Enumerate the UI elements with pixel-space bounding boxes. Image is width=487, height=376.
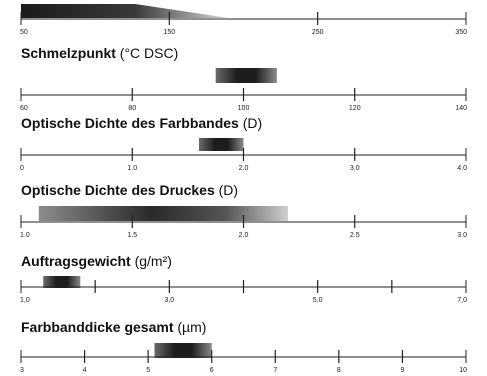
- tick-label: 3: [20, 367, 24, 374]
- range-bar: [215, 68, 277, 83]
- tick-label: 50: [20, 29, 28, 36]
- tick-label: 5,0: [313, 297, 323, 304]
- chart-title-unit: (D): [239, 115, 262, 131]
- tick-label: 7,0: [457, 297, 467, 304]
- chart-panel-3: Optische Dichte des Druckes (D) 1.0 1.5 2.0…: [20, 182, 467, 239]
- chart-title: Optische Dichte des Farbbandes (D): [21, 115, 262, 131]
- chart-panel-2: Optische Dichte des Farbbandes (D) 0 1.0 2.…: [20, 115, 467, 172]
- tick-label: 250: [312, 29, 324, 36]
- chart-panel-1: Schmelzpunkt (°C DSC) 60 80 100 120 140: [20, 45, 467, 112]
- tick-label: 4.0: [457, 165, 467, 172]
- chart-title-unit: (°C DSC): [116, 45, 178, 61]
- tick-label: 7: [273, 367, 277, 374]
- tick-label: 6: [210, 367, 214, 374]
- chart-title-unit: (µm): [174, 319, 207, 335]
- tick-label: 3.0: [457, 232, 467, 239]
- chart-panel-5: Farbbanddicke gesamt (µm) 3 4 5 6 7 8 9 10: [20, 319, 467, 374]
- chart-title: Schmelzpunkt (°C DSC): [21, 45, 178, 61]
- range-bar: [38, 206, 288, 221]
- tick-label: 1.0: [20, 232, 30, 239]
- tick-label: 1,0: [20, 297, 30, 304]
- range-bar: [154, 343, 212, 358]
- range-bar: [199, 138, 244, 151]
- tick-label: 80: [128, 105, 136, 112]
- chart-title: Auftragsgewicht (g/m²): [21, 253, 172, 269]
- chart-title-main: Optische Dichte des Farbbandes: [21, 115, 239, 131]
- tick-label: 150: [163, 29, 175, 36]
- tick-label: 2.0: [239, 165, 249, 172]
- chart-title-main: Farbbanddicke gesamt: [21, 319, 174, 335]
- tick-label: 120: [349, 105, 361, 112]
- tick-label: 100: [238, 105, 250, 112]
- tick-label: 10: [459, 367, 467, 374]
- tick-label: 1.5: [127, 232, 137, 239]
- chart-title-unit: (D): [215, 182, 238, 198]
- tick-label: 2.0: [239, 232, 249, 239]
- tick-label: 140: [455, 105, 467, 112]
- tick-label: 1.0: [127, 165, 137, 172]
- chart-title: Farbbanddicke gesamt (µm): [21, 319, 206, 335]
- chart-panel-0: 50 150 250 350: [20, 4, 467, 36]
- range-bar: [43, 276, 81, 288]
- chart-title: Optische Dichte des Druckes (D): [21, 182, 238, 198]
- tick-label: 0: [20, 165, 24, 172]
- chart-panel-4: Auftragsgewicht (g/m²) 1,0 3,0 5,0 7,0: [20, 253, 467, 304]
- chart-title-main: Schmelzpunkt: [21, 45, 116, 61]
- chart-title-main: Auftragsgewicht: [21, 253, 131, 269]
- tick-label: 60: [20, 105, 28, 112]
- tick-label: 350: [455, 29, 467, 36]
- tick-label: 4: [83, 367, 87, 374]
- tick-label: 8: [337, 367, 341, 374]
- tick-label: 2.5: [350, 232, 360, 239]
- chart-title-main: Optische Dichte des Druckes: [21, 182, 215, 198]
- range-bar: [21, 4, 229, 18]
- tick-label: 3.0: [350, 165, 360, 172]
- tick-label: 5: [146, 367, 150, 374]
- tick-label: 9: [400, 367, 404, 374]
- tick-label: 3,0: [164, 297, 174, 304]
- chart-title-unit: (g/m²): [131, 253, 172, 269]
